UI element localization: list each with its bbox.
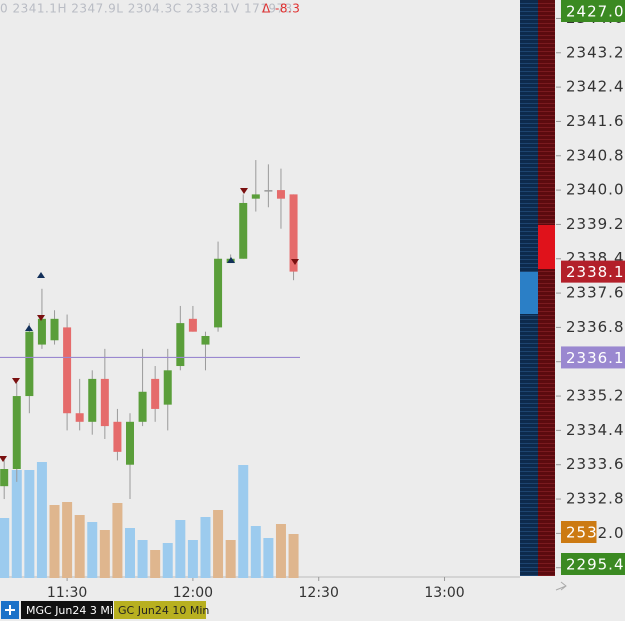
tab[interactable] — [21, 601, 113, 619]
candle-body — [0, 469, 9, 487]
ohlc-header: 0 2341.1H 2347.9L 2304.3C 2338.1V 171973 — [0, 2, 293, 16]
y-tick-label: 2340.0 — [566, 181, 625, 199]
candle-body — [239, 202, 248, 259]
delta: Δ -8.3 — [262, 2, 300, 16]
volume-bar — [238, 465, 249, 578]
price-marker-label: 253 — [566, 524, 598, 542]
y-tick-label: 2334.4 — [566, 421, 625, 439]
candle-body — [113, 421, 122, 452]
x-tick-label: 11:30 — [47, 585, 87, 601]
volume-bar — [250, 526, 261, 578]
volume-bar — [99, 530, 110, 578]
candle-body — [176, 323, 185, 367]
candle-body — [63, 327, 72, 414]
volume-bar — [87, 522, 98, 578]
volume-bar — [36, 462, 47, 578]
sell-marker — [37, 315, 45, 321]
volume-bar — [150, 550, 161, 578]
price-marker — [561, 260, 625, 283]
price-markers: 2427.0 2338.1 2336.1 253 2295.4 — [561, 0, 625, 575]
tab-label: MGC Jun24 3 Min — [26, 604, 120, 617]
depth-columns — [520, 0, 555, 576]
price-marker — [561, 521, 597, 543]
volume-bar — [137, 540, 148, 578]
price-marker-label: 2295.4 — [566, 556, 625, 574]
volume-bar — [275, 524, 286, 578]
price-marker — [561, 346, 625, 369]
candle-body — [88, 378, 97, 422]
x-tick-label: 13:00 — [424, 585, 464, 601]
y-tick-label: 2332.8 — [566, 490, 625, 508]
volume-bar — [0, 518, 10, 578]
candle-body — [163, 370, 172, 405]
ask-column — [538, 0, 555, 576]
volume-bar — [112, 503, 123, 578]
y-tick-label: 2336.8 — [566, 318, 625, 336]
y-tick-label: 2341.6 — [566, 112, 625, 130]
candle-body — [251, 194, 260, 199]
tab-label: GC Jun24 10 Min — [118, 604, 209, 617]
x-tick-label: 12:00 — [173, 585, 213, 601]
candle-body — [214, 258, 223, 328]
volume-bar — [175, 520, 186, 578]
volume-bar — [74, 515, 85, 578]
x-tick-label: 12:30 — [299, 585, 339, 601]
buy-marker — [25, 325, 33, 331]
candle-body — [75, 413, 84, 422]
price-marker-label: 2427.0 — [566, 3, 625, 21]
sell-marker — [12, 378, 20, 384]
plot: 11:30 12:00 12:30 13:00 — [0, 160, 465, 601]
volume-bar — [49, 505, 60, 578]
candle-body — [151, 378, 160, 409]
candle-body — [100, 378, 109, 427]
y-tick-label: 2337.6 — [566, 284, 625, 302]
volume-bar — [62, 502, 73, 578]
volume-bar — [288, 534, 299, 578]
sell-marker — [0, 456, 7, 462]
trade-markers — [0, 188, 299, 462]
volume-bar — [263, 538, 274, 578]
y-tick-label: 2339.2 — [566, 215, 625, 233]
candle-body — [188, 318, 197, 332]
y-tick-label: 2342.4 — [566, 78, 625, 96]
candle-body — [37, 318, 46, 345]
sell-marker — [291, 259, 299, 265]
candle-body — [126, 421, 134, 465]
price-marker-label: 2336.1 — [566, 349, 625, 367]
sell-marker — [240, 188, 248, 194]
price-marker-label: 2338.1 — [566, 263, 625, 281]
y-tick-label: 2343.2 — [566, 43, 625, 61]
candle-body — [276, 190, 285, 199]
y-tick-label: 2340.8 — [566, 146, 625, 164]
candle-body — [201, 335, 210, 345]
buy-marker — [227, 257, 235, 263]
bid-highlight — [520, 272, 538, 314]
plus-icon — [5, 605, 15, 615]
volume-bar — [11, 470, 22, 578]
candle-body — [50, 318, 59, 341]
price-marker — [561, 553, 625, 575]
price-axis: 2344.02343.22342.42341.62340.82340.02339… — [556, 9, 625, 576]
tab[interactable] — [114, 601, 206, 619]
volume-bar — [187, 540, 198, 578]
volume-bar — [213, 510, 224, 578]
y-tick-label: 2333.6 — [566, 455, 625, 473]
candle-body — [25, 331, 34, 397]
buy-marker — [37, 272, 45, 278]
volume-bar — [200, 517, 211, 578]
volume-bar — [162, 543, 173, 578]
tab-add[interactable] — [1, 601, 19, 619]
volume-bar — [125, 528, 135, 578]
price-marker — [561, 0, 625, 22]
candle-body — [138, 391, 147, 422]
ask-highlight — [538, 225, 555, 269]
candle-body — [12, 396, 21, 470]
volume-bar — [225, 540, 236, 578]
volume-bar — [24, 470, 35, 578]
candle-body — [264, 190, 273, 192]
y-tick-label: 2335.2 — [566, 387, 625, 405]
scroll-arrow — [555, 581, 567, 591]
candle-body — [289, 194, 298, 272]
